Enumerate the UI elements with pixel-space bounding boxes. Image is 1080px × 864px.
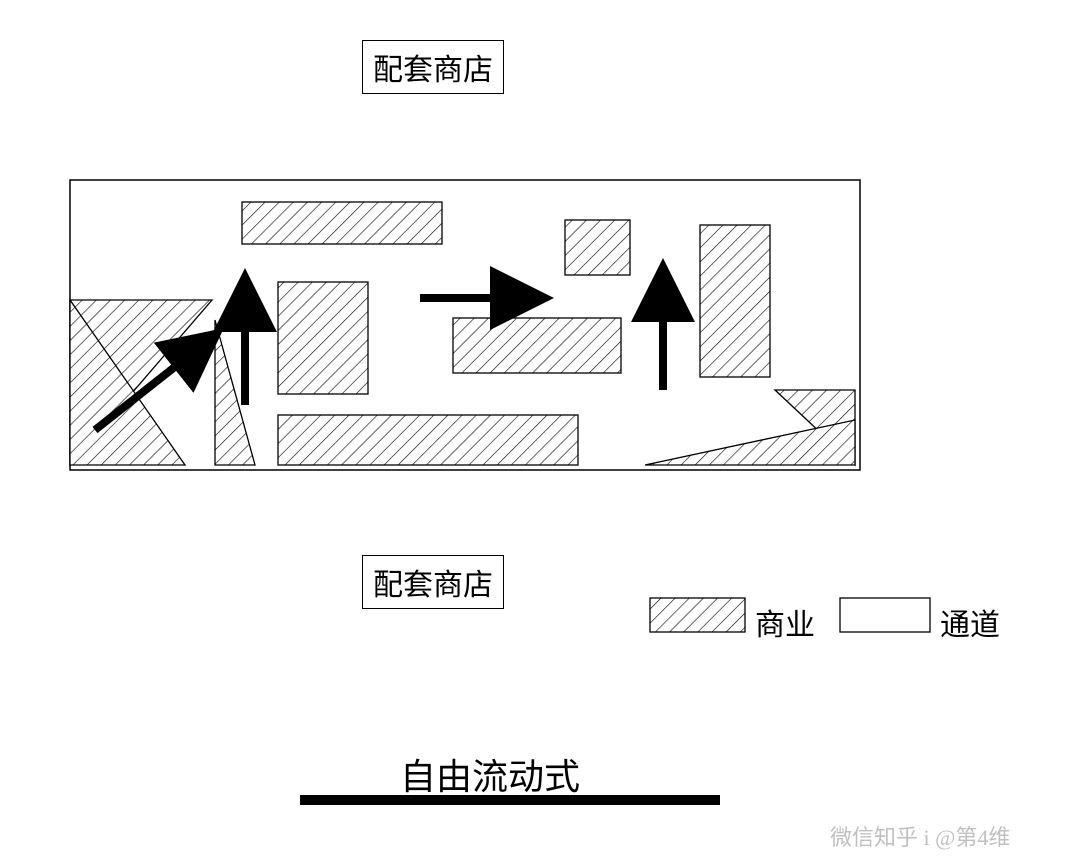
watermark-text: 微信知乎 i @第4维 bbox=[830, 820, 1010, 852]
bottom-label-box: 配套商店 bbox=[362, 555, 504, 609]
diagram-title: 自由流动式 bbox=[400, 748, 580, 800]
legend-passage-label: 通道 bbox=[940, 600, 1000, 644]
floorplan-diagram bbox=[0, 0, 1080, 864]
legend-commercial-label: 商业 bbox=[755, 600, 815, 644]
